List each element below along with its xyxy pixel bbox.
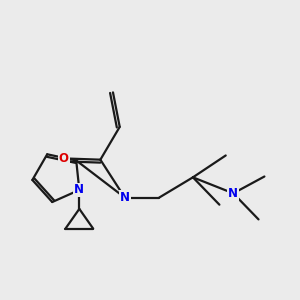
Text: N: N [228, 187, 238, 200]
Text: N: N [120, 191, 130, 204]
Text: O: O [59, 152, 69, 165]
Text: N: N [74, 184, 84, 196]
